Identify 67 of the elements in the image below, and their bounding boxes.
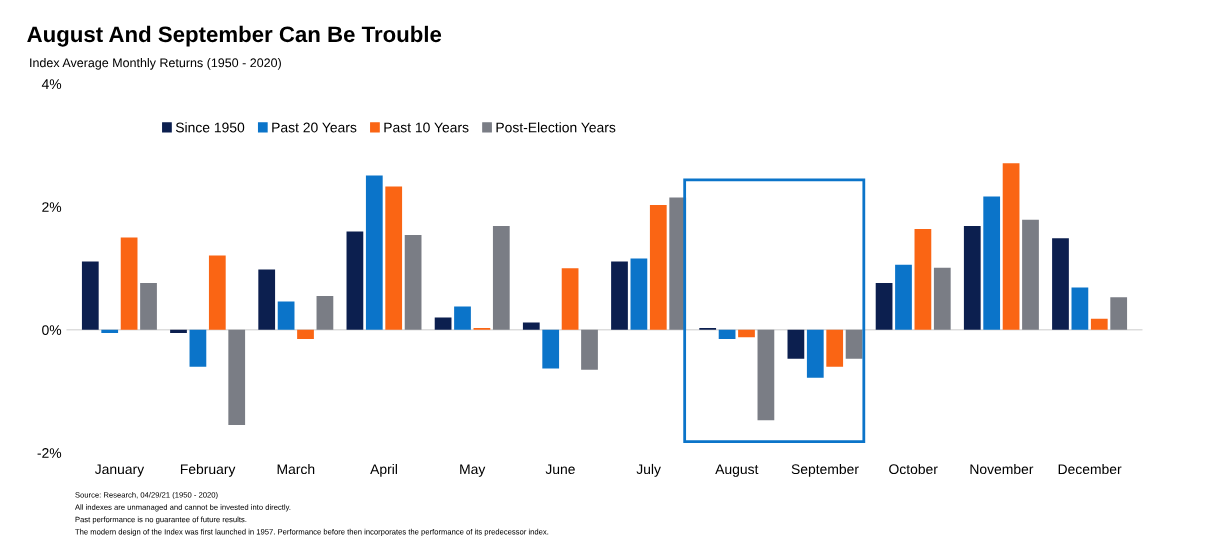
bar <box>983 196 1001 330</box>
x-tick-label: January <box>94 464 145 477</box>
x-tick-label: July <box>636 463 661 477</box>
bar <box>404 235 422 330</box>
legend-label: Post-Election Years <box>496 122 616 133</box>
y-tick-label: 0% <box>42 325 62 335</box>
bar <box>1071 287 1089 330</box>
legend-label: Past 10 Years <box>384 122 469 133</box>
bar <box>630 258 648 330</box>
bar <box>1002 163 1020 330</box>
y-tick-label: -2% <box>37 448 62 458</box>
bar <box>542 329 560 369</box>
bar <box>933 267 951 330</box>
x-tick-label: November <box>970 463 1034 475</box>
y-tick-label: 2% <box>42 202 62 212</box>
bar <box>277 301 295 330</box>
x-tick-label: February <box>180 463 236 477</box>
bar <box>1090 318 1108 330</box>
bar <box>718 329 736 340</box>
bar <box>189 329 207 367</box>
x-tick-label: May <box>460 464 486 477</box>
x-tick-label: August <box>715 464 759 477</box>
bar <box>561 268 579 330</box>
x-tick-label: June <box>545 464 575 475</box>
bar <box>228 329 246 426</box>
legend-label: Past 20 Years <box>272 122 357 133</box>
bar <box>365 175 383 330</box>
legend-label: Since 1950 <box>175 122 245 133</box>
bar <box>845 329 863 359</box>
bar <box>875 283 893 330</box>
bar <box>316 295 334 330</box>
bar <box>895 264 912 330</box>
bar <box>649 204 667 330</box>
bar <box>385 186 403 330</box>
x-tick-label: September <box>791 463 859 477</box>
bar <box>140 283 157 330</box>
bar <box>170 329 187 333</box>
bar <box>806 329 824 378</box>
bar <box>787 329 805 359</box>
chart-subtitle: Index Average Monthly Returns (1950 - 2020) <box>30 58 281 70</box>
bar <box>434 317 452 330</box>
bar <box>826 329 844 367</box>
bar <box>492 225 510 330</box>
bar <box>914 228 932 330</box>
bar <box>581 329 598 370</box>
bar <box>258 269 276 330</box>
bar <box>81 261 99 330</box>
bar <box>963 225 981 330</box>
bar <box>522 322 540 330</box>
bar <box>454 306 471 330</box>
bar <box>297 329 314 340</box>
bar <box>101 329 119 333</box>
bar <box>611 261 628 330</box>
bar <box>1052 238 1069 330</box>
bar <box>208 255 226 330</box>
x-tick-label: December <box>1058 463 1122 475</box>
bar <box>346 231 364 330</box>
x-tick-label: October <box>889 463 938 475</box>
bar <box>1110 297 1128 330</box>
x-tick-label: March <box>277 463 315 475</box>
bar <box>120 237 138 330</box>
bar <box>738 329 755 338</box>
y-tick-label: 4% <box>41 79 62 89</box>
x-tick-label: April <box>370 463 397 477</box>
chart-title: August And September Can Be Trouble <box>27 25 442 47</box>
bar <box>1022 219 1039 330</box>
bar <box>757 329 775 421</box>
